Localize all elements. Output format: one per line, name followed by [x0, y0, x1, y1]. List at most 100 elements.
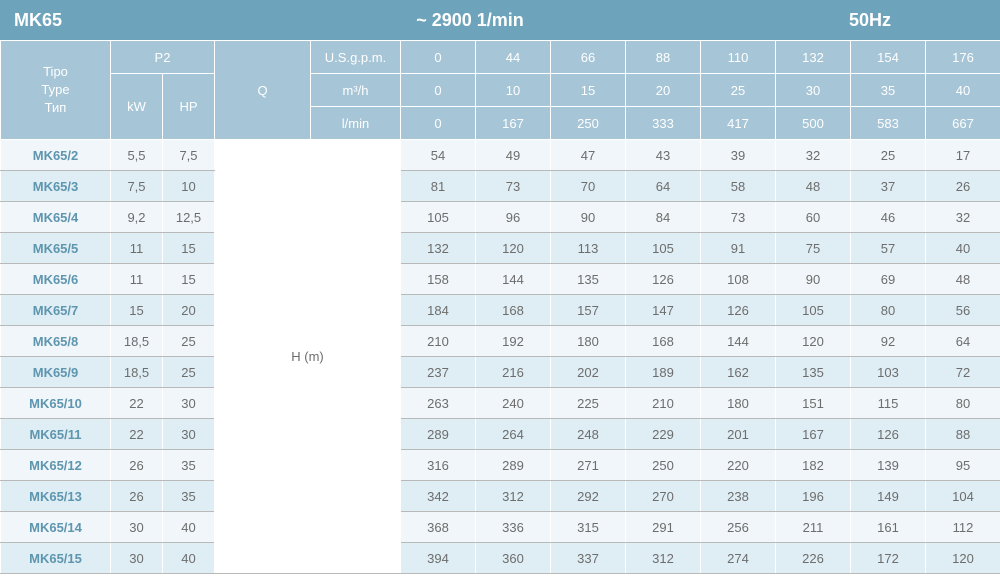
table-row: MK65/10223026324022521018015111580: [1, 388, 1000, 419]
cell-hp: 20: [163, 295, 215, 326]
cell-h-value: 69: [851, 264, 926, 295]
cell-type: MK65/5: [1, 233, 111, 264]
cell-kw: 26: [111, 450, 163, 481]
table-row: MK65/37,5108173706458483726: [1, 171, 1000, 202]
cell-h-value: 196: [776, 481, 851, 512]
header-q-value: 25: [701, 74, 776, 107]
cell-type: MK65/8: [1, 326, 111, 357]
pump-table: TipoTypeТипP2QU.S.g.p.m.0446688110132154…: [0, 40, 1000, 574]
title-speed: ~ 2900 1/min: [200, 10, 740, 31]
cell-h-value: 270: [626, 481, 701, 512]
cell-type: MK65/11: [1, 419, 111, 450]
cell-h-value: 248: [551, 419, 626, 450]
cell-h-value: 168: [476, 295, 551, 326]
cell-h-value: 126: [626, 264, 701, 295]
cell-h-value: 264: [476, 419, 551, 450]
cell-h-value: 180: [701, 388, 776, 419]
cell-h-value: 292: [551, 481, 626, 512]
header-q-value: 0: [401, 74, 476, 107]
cell-kw: 26: [111, 481, 163, 512]
cell-h-value: 46: [851, 202, 926, 233]
cell-h-value: 70: [551, 171, 626, 202]
header-q-value: 44: [476, 41, 551, 74]
cell-hp: 30: [163, 388, 215, 419]
cell-h-value: 216: [476, 357, 551, 388]
cell-h-value: 220: [701, 450, 776, 481]
table-row: MK65/715201841681571471261058056: [1, 295, 1000, 326]
table-row: MK65/11223028926424822920116712688: [1, 419, 1000, 450]
cell-h-value: 39: [701, 140, 776, 171]
cell-h-value: 360: [476, 543, 551, 574]
header-unit-label: U.S.g.p.m.: [311, 41, 401, 74]
cell-h-value: 49: [476, 140, 551, 171]
cell-h-value: 336: [476, 512, 551, 543]
cell-h-value: 182: [776, 450, 851, 481]
cell-h-value: 80: [851, 295, 926, 326]
title-bar: MK65 ~ 2900 1/min 50Hz: [0, 0, 1000, 40]
header-q-value: 0: [401, 107, 476, 140]
table-header: TipoTypeТипP2QU.S.g.p.m.0446688110132154…: [1, 41, 1000, 140]
cell-type: MK65/13: [1, 481, 111, 512]
cell-h-value: 172: [851, 543, 926, 574]
cell-h-value: 88: [926, 419, 1000, 450]
header-type: TipoTypeТип: [1, 41, 111, 140]
cell-h-value: 120: [776, 326, 851, 357]
cell-kw: 11: [111, 264, 163, 295]
cell-h-value: 132: [401, 233, 476, 264]
cell-h-value: 291: [626, 512, 701, 543]
cell-hp: 40: [163, 512, 215, 543]
cell-h-value: 168: [626, 326, 701, 357]
header-p2: P2: [111, 41, 215, 74]
header-kw: kW: [111, 74, 163, 140]
cell-h-value: 256: [701, 512, 776, 543]
cell-h-value: 91: [701, 233, 776, 264]
cell-h-value: 108: [701, 264, 776, 295]
cell-h-value: 180: [551, 326, 626, 357]
cell-h-value: 394: [401, 543, 476, 574]
cell-h-value: 57: [851, 233, 926, 264]
cell-h-value: 104: [926, 481, 1000, 512]
cell-h-value: 48: [776, 171, 851, 202]
cell-h-value: 144: [701, 326, 776, 357]
cell-h-value: 263: [401, 388, 476, 419]
cell-h-value: 238: [701, 481, 776, 512]
cell-h-value: 240: [476, 388, 551, 419]
cell-h-value: 316: [401, 450, 476, 481]
cell-type: MK65/2: [1, 140, 111, 171]
cell-hp: 15: [163, 264, 215, 295]
cell-h-value: 64: [626, 171, 701, 202]
cell-h-value: 250: [626, 450, 701, 481]
cell-h-value: 211: [776, 512, 851, 543]
cell-h-value: 237: [401, 357, 476, 388]
cell-hp: 15: [163, 233, 215, 264]
table-row: MK65/132635342312292270238196149104: [1, 481, 1000, 512]
cell-h-value: 80: [926, 388, 1000, 419]
cell-h-value: 95: [926, 450, 1000, 481]
table-row: MK65/918,52523721620218916213510372: [1, 357, 1000, 388]
cell-h-value: 81: [401, 171, 476, 202]
cell-h-value: 112: [926, 512, 1000, 543]
cell-h-value: 113: [551, 233, 626, 264]
cell-h-value: 202: [551, 357, 626, 388]
cell-h-value: 60: [776, 202, 851, 233]
cell-h-value: 226: [776, 543, 851, 574]
header-q-value: 40: [926, 74, 1000, 107]
cell-hp: 10: [163, 171, 215, 202]
header-q-value: 154: [851, 41, 926, 74]
cell-h-value: 64: [926, 326, 1000, 357]
cell-type: MK65/4: [1, 202, 111, 233]
cell-h-value: 201: [701, 419, 776, 450]
cell-type: MK65/15: [1, 543, 111, 574]
cell-h-value: 157: [551, 295, 626, 326]
cell-h-value: 73: [701, 202, 776, 233]
cell-kw: 30: [111, 543, 163, 574]
cell-h-value: 210: [401, 326, 476, 357]
cell-h-value: 368: [401, 512, 476, 543]
table-row: MK65/61115158144135126108906948: [1, 264, 1000, 295]
table-row: MK65/12263531628927125022018213995: [1, 450, 1000, 481]
cell-type: MK65/6: [1, 264, 111, 295]
header-unit-label: m³/h: [311, 74, 401, 107]
header-q-value: 667: [926, 107, 1000, 140]
table-row: MK65/5111513212011310591755740: [1, 233, 1000, 264]
table-row: MK65/153040394360337312274226172120: [1, 543, 1000, 574]
